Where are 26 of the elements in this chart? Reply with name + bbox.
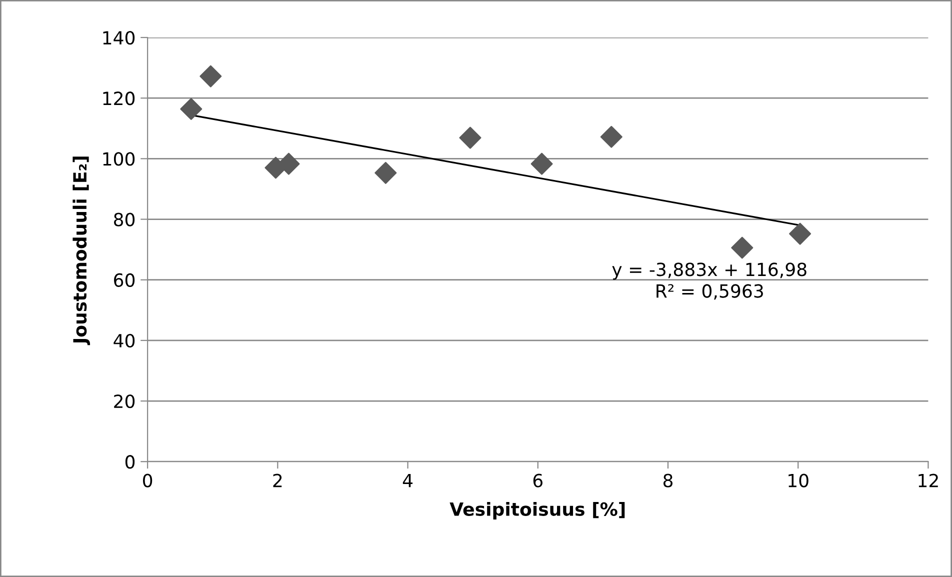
point <box>530 152 553 175</box>
y-tick-label: 80 <box>114 212 135 226</box>
y-tick-label: 60 <box>114 273 135 287</box>
point <box>789 222 812 245</box>
annotation: y = -3,883x + 116,98 R² = 0,5963 <box>612 262 806 300</box>
point <box>200 65 222 88</box>
point <box>600 126 622 148</box>
x-tick-label: 2 <box>273 474 282 488</box>
point <box>180 98 202 120</box>
point <box>459 126 482 149</box>
y-tick-label: 140 <box>103 30 135 45</box>
y-tick-label: 0 <box>125 455 135 469</box>
x-tick-label: 12 <box>918 474 938 488</box>
y-tick-label: 100 <box>103 152 135 166</box>
x-tick-label: 10 <box>788 474 808 488</box>
y-tick-label: 20 <box>114 394 135 408</box>
x-axis-title: Vesipitoisuus [%] <box>450 502 625 520</box>
x-tick-label: 0 <box>143 474 152 488</box>
x-tick-label: 8 <box>663 474 672 488</box>
point <box>731 236 754 259</box>
y-tick-label: 120 <box>103 92 135 106</box>
x-tick-label: 4 <box>402 474 413 488</box>
y-axis-title: Joustomoduuli [E₂] <box>72 156 90 346</box>
x-tick-label: 6 <box>533 474 542 488</box>
point <box>374 162 397 184</box>
y-tick-label: 40 <box>114 334 135 348</box>
